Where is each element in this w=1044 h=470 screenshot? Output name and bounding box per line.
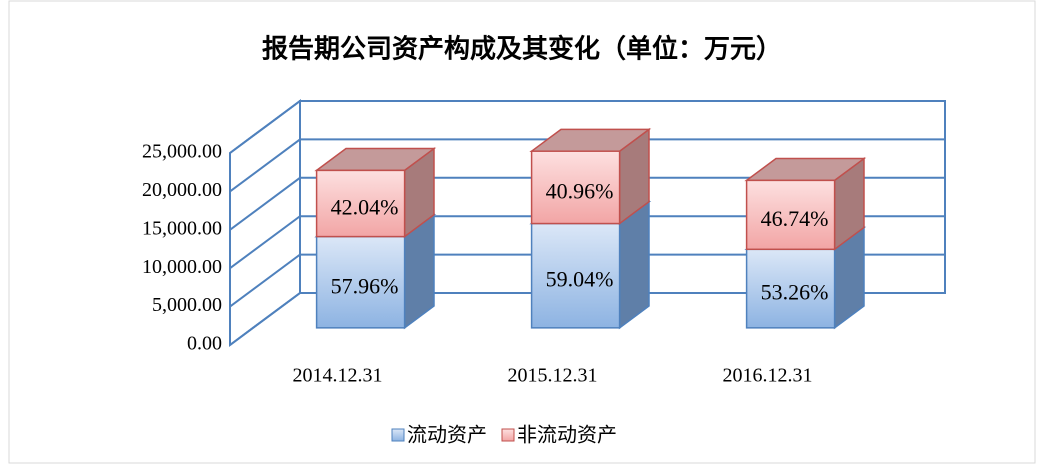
legend-swatch [391,428,405,442]
data-label: 42.04% [331,195,399,220]
y-tick-label: 10,000.00 [142,256,222,278]
data-label: 53.26% [761,280,829,305]
y-tick-label: 5,000.00 [152,294,222,316]
bar [315,169,406,238]
y-tick-label: 15,000.00 [142,217,222,239]
grid-line [229,138,945,193]
y-tick-label: 25,000.00 [142,141,222,163]
grid-line [229,176,945,231]
x-tick-label: 2016.12.31 [723,365,813,387]
bar [745,179,836,251]
legend-label: 非流动资产 [517,423,617,447]
grid-line [229,253,945,308]
chart-title: 报告期公司资产构成及其变化（单位：万元） [262,34,782,65]
x-tick-label: 2014.12.31 [293,365,383,387]
y-tick-label: 0.00 [187,333,222,355]
legend-label: 流动资产 [407,423,487,447]
data-label: 40.96% [546,178,614,203]
legend-swatch [501,428,515,442]
grid-line [229,215,945,270]
grid-line [229,100,945,154]
data-label: 46.74% [761,206,829,231]
grid-line [229,292,945,346]
x-tick-label: 2015.12.31 [508,365,598,387]
data-label: 57.96% [331,273,399,298]
data-label: 59.04% [546,267,614,292]
y-tick-label: 20,000.00 [142,179,222,201]
bar [530,150,621,225]
